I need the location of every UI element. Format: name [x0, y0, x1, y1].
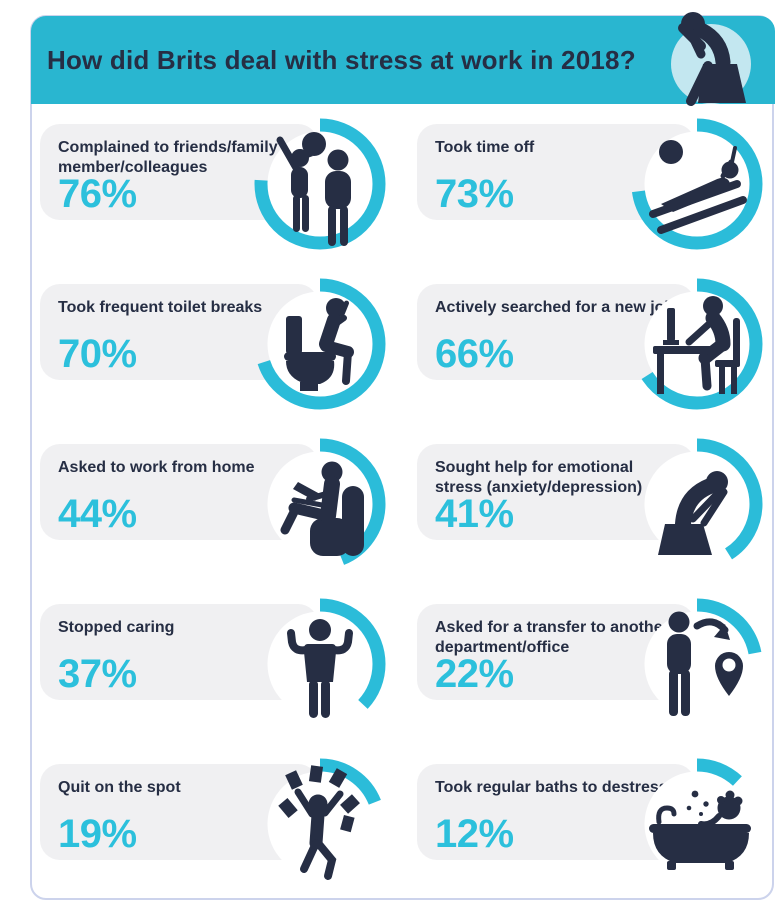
percentage-arc: [631, 278, 763, 410]
infographic-panel: How did Brits deal with stress at work i…: [30, 12, 775, 900]
stat-percentage: 37%: [58, 652, 137, 696]
page-title: How did Brits deal with stress at work i…: [47, 44, 636, 75]
percentage-arc: [254, 598, 386, 730]
stat-ring: .st{stroke:#262e44;stroke-linecap:round;…: [631, 758, 763, 890]
stat-card: Took regular baths to destress 12% .st{st…: [415, 752, 770, 912]
person-head-in-hands-icon: .st{stroke:#262e44;stroke-linecap:round;…: [631, 438, 763, 570]
percentage-arc: [254, 278, 386, 410]
shrugging-person-icon: .st{stroke:#262e44;stroke-linecap:round;…: [254, 598, 386, 730]
stat-card: Quit on the spot 19% .st{stroke:#262e44;s…: [38, 752, 415, 912]
person-in-bathtub-icon: .st{stroke:#262e44;stroke-linecap:round;…: [631, 758, 763, 890]
header-bar: How did Brits deal with stress at work i…: [31, 12, 775, 106]
percentage-arc: [631, 438, 763, 570]
percentage-arc: [631, 758, 763, 890]
percentage-arc: [254, 758, 386, 890]
stat-ring: .st{stroke:#262e44;stroke-linecap:round;…: [631, 438, 763, 570]
person-on-toilet-icon: .st{stroke:#262e44;stroke-linecap:round;…: [254, 278, 386, 410]
stat-ring: .st{stroke:#262e44;stroke-linecap:round;…: [254, 598, 386, 730]
stat-label: Complained to friends/family member/coll…: [58, 139, 278, 177]
stat-label: Sought help for emotional stress (anxiet…: [435, 459, 643, 497]
percentage-arc: [254, 438, 386, 570]
stat-percentage: 12%: [435, 812, 514, 856]
stat-percentage: 22%: [435, 652, 514, 696]
two-people-speech-icon: .st{stroke:#262e44;stroke-linecap:round;…: [254, 118, 386, 250]
stat-percentage: 70%: [58, 332, 137, 376]
stat-percentage: 41%: [435, 492, 514, 536]
stat-percentage: 19%: [58, 812, 137, 856]
stat-ring: .st{stroke:#262e44;stroke-linecap:round;…: [254, 118, 386, 250]
stat-label: Actively searched for a new job: [435, 299, 675, 316]
stat-card: Took time off 73% .st{stroke:#262e44;stro…: [415, 112, 770, 272]
stat-percentage: 76%: [58, 172, 137, 216]
stat-ring: .st{stroke:#262e44;stroke-linecap:round;…: [631, 598, 763, 730]
stat-card: Actively searched for a new job 66% .st{s…: [415, 272, 770, 432]
stat-card: Sought help for emotional stress (anxiet…: [415, 432, 770, 592]
person-armchair-laptop-icon: .st{stroke:#262e44;stroke-linecap:round;…: [254, 438, 386, 570]
stat-label: Took frequent toilet breaks: [58, 299, 263, 316]
stat-percentage: 73%: [435, 172, 514, 216]
person-throwing-papers-icon: .st{stroke:#262e44;stroke-linecap:round;…: [254, 758, 386, 890]
stat-label: Asked to work from home: [58, 459, 255, 476]
stat-card: Stopped caring 37% .st{stroke:#262e44;str…: [38, 592, 415, 752]
stat-ring: .st{stroke:#262e44;stroke-linecap:round;…: [254, 278, 386, 410]
lounging-person-icon: .st{stroke:#262e44;stroke-linecap:round;…: [631, 118, 763, 250]
stat-label: Stopped caring: [58, 619, 175, 636]
percentage-arc: [631, 118, 763, 250]
stat-ring: .st{stroke:#262e44;stroke-linecap:round;…: [631, 278, 763, 410]
stat-ring: .st{stroke:#262e44;stroke-linecap:round;…: [254, 438, 386, 570]
stat-ring: .st{stroke:#262e44;stroke-linecap:round;…: [631, 118, 763, 250]
stat-percentage: 44%: [58, 492, 137, 536]
stat-percentage: 66%: [435, 332, 514, 376]
stat-label: Took regular baths to destress: [435, 779, 668, 796]
stat-card: Asked for a transfer to another departme…: [415, 592, 770, 752]
stat-label: Took time off: [435, 139, 535, 156]
person-transfer-pin-icon: .st{stroke:#262e44;stroke-linecap:round;…: [631, 598, 763, 730]
stats-grid: Complained to friends/family member/coll…: [38, 112, 770, 912]
stat-label: Asked for a transfer to another departme…: [435, 619, 669, 657]
percentage-arc: [631, 598, 763, 730]
stressed-person-icon: [671, 12, 751, 106]
stat-card: Took frequent toilet breaks 70% .st{strok…: [38, 272, 415, 432]
person-at-computer-icon: .st{stroke:#262e44;stroke-linecap:round;…: [631, 278, 763, 410]
stat-card: Complained to friends/family member/coll…: [38, 112, 415, 272]
percentage-arc: [254, 118, 386, 250]
stat-label: Quit on the spot: [58, 779, 181, 796]
stat-ring: .st{stroke:#262e44;stroke-linecap:round;…: [254, 758, 386, 890]
stat-card: Asked to work from home 44% .st{stroke:#2…: [38, 432, 415, 592]
